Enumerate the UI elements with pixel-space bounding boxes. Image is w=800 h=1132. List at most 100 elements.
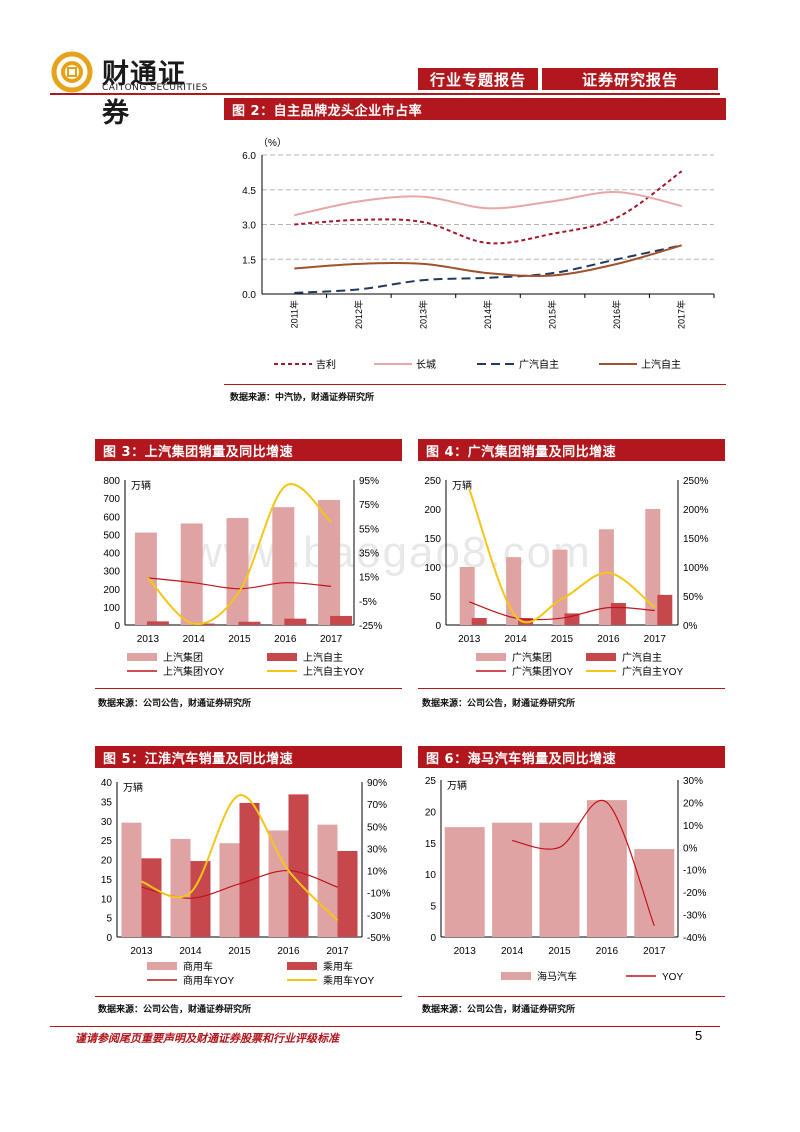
fig4-legend-label: 广汽自主 bbox=[622, 651, 662, 664]
fig5-legend-label: 乘用车YOY bbox=[323, 974, 374, 987]
fig5-bar bbox=[337, 850, 358, 937]
fig4-yoy-line bbox=[469, 601, 655, 621]
header-rule bbox=[50, 93, 720, 95]
fig3-y-tick: 500 bbox=[103, 530, 120, 541]
caitong-logo-icon bbox=[51, 51, 93, 93]
fig5-legend-swatch bbox=[287, 962, 317, 970]
fig4-bar bbox=[598, 529, 614, 625]
fig6-y-tick: 20 bbox=[425, 807, 437, 818]
fig6-x-tick: 2015 bbox=[548, 946, 571, 957]
fig3-bar bbox=[134, 532, 157, 625]
fig4-y2-tick: 50% bbox=[683, 592, 703, 603]
fig2-x-tick: 2012年 bbox=[353, 300, 364, 329]
fig5-bar bbox=[288, 794, 309, 937]
fig6-chart: 252015105030%20%10%0%-10%-20%-30%-40%万辆2… bbox=[425, 776, 707, 983]
fig4-bar bbox=[552, 549, 568, 625]
fig6-legend-swatch bbox=[501, 972, 531, 980]
fig3-y2-tick: 75% bbox=[359, 500, 379, 511]
fig6-x-tick: 2016 bbox=[596, 946, 619, 957]
fig3-bar bbox=[330, 615, 353, 625]
fig6-bar bbox=[586, 800, 627, 937]
fig3-legend-label: 上汽自主 bbox=[303, 651, 343, 664]
fig5-rule bbox=[95, 996, 402, 997]
fig6-y2-tick: 30% bbox=[683, 776, 703, 787]
fig3-y-tick: 300 bbox=[103, 567, 120, 578]
fig3-legend-label: 上汽集团YOY bbox=[163, 665, 224, 678]
fig5-x-tick: 2016 bbox=[277, 946, 300, 957]
fig2-series-line bbox=[294, 244, 682, 294]
fig5-bar bbox=[219, 843, 240, 937]
fig6-unit-label: 万辆 bbox=[447, 779, 467, 792]
fig6-y-tick: 5 bbox=[430, 902, 436, 913]
fig3-y-tick: 700 bbox=[103, 494, 120, 505]
fig6-source: 数据来源：公司公告，财通证券研究所 bbox=[422, 1005, 576, 1015]
fig5-unit-label: 万辆 bbox=[123, 781, 143, 794]
fig6-y-tick: 0 bbox=[430, 933, 436, 944]
fig4-x-tick: 2015 bbox=[551, 634, 574, 645]
fig3-y2-tick: 35% bbox=[359, 549, 379, 560]
fig5-y2-tick: -30% bbox=[367, 911, 390, 922]
fig6-y2-tick: 20% bbox=[683, 798, 703, 809]
fig4-x-tick: 2016 bbox=[597, 634, 620, 645]
fig6-bar bbox=[539, 822, 580, 937]
fig6-y2-tick: -30% bbox=[683, 911, 706, 922]
fig6-yoy-line bbox=[511, 799, 655, 927]
fig5-y2-tick: 50% bbox=[367, 822, 387, 833]
fig5-x-tick: 2017 bbox=[326, 946, 349, 957]
fig4-y2-tick: 0% bbox=[683, 621, 698, 632]
fig2-legend-label: 上汽自主 bbox=[641, 358, 681, 371]
fig2-x-tick: 2013年 bbox=[417, 300, 428, 329]
fig6-rule bbox=[418, 996, 725, 997]
fig2-x-tick: 2014年 bbox=[482, 300, 493, 329]
company-name-cn: 财通证券 bbox=[102, 59, 186, 129]
fig3-title: 图 3：上汽集团销量及同比增速 bbox=[95, 439, 402, 461]
fig4-bar bbox=[471, 618, 487, 625]
fig5-y-tick: 10 bbox=[101, 894, 113, 905]
fig4-chart: 250 200 150 100 50 0 250% 200% 150% 100% 50% 0% 万辆 20… bbox=[424, 476, 709, 678]
fig2-y-tick: 0.0 bbox=[242, 290, 256, 301]
fig6-x-tick: 2014 bbox=[501, 946, 524, 957]
fig5-source: 数据来源：公司公告，财通证券研究所 bbox=[98, 1005, 252, 1015]
fig4-legend-label: 广汽集团 bbox=[512, 651, 552, 664]
fig2-legend-label: 广汽自主 bbox=[519, 358, 559, 371]
fig5-y-tick: 0 bbox=[106, 933, 112, 944]
fig4-legend-swatch bbox=[476, 653, 506, 661]
fig5-legend-label: 乘用车 bbox=[323, 960, 353, 973]
fig4-x-tick: 2014 bbox=[504, 634, 527, 645]
fig3-bar bbox=[180, 523, 203, 625]
fig5-y-tick: 30 bbox=[101, 817, 113, 828]
fig3-x-tick: 2013 bbox=[137, 634, 160, 645]
tab-industry-report: 行业专题报告 bbox=[418, 68, 538, 90]
footer-disclaimer: 谨请参阅尾页重要声明及财通证券股票和行业评级标准 bbox=[75, 1032, 339, 1045]
fig3-yoy-line bbox=[147, 577, 332, 590]
fig3-legend-swatch bbox=[127, 653, 157, 661]
fig3-bar bbox=[226, 518, 249, 625]
fig2-title: 图 2：自主品牌龙头企业市占率 bbox=[224, 98, 726, 120]
fig6-y2-tick: 10% bbox=[683, 821, 703, 832]
fig3-y-tick: 600 bbox=[103, 512, 120, 523]
fig5-bar bbox=[190, 861, 211, 937]
fig3-x-tick: 2015 bbox=[228, 634, 251, 645]
fig6-y-tick: 25 bbox=[425, 776, 437, 787]
fig3-y-tick: 200 bbox=[103, 585, 120, 596]
fig4-bar bbox=[610, 602, 626, 625]
fig6-bar bbox=[492, 822, 533, 937]
fig4-title: 图 4：广汽集团销量及同比增速 bbox=[418, 439, 725, 461]
fig5-y2-tick: 70% bbox=[367, 800, 387, 811]
fig2-source: 数据来源：中汽协，财通证券研究所 bbox=[230, 393, 375, 403]
fig6-title: 图 6：海马汽车销量及同比增速 bbox=[418, 746, 725, 768]
fig4-bar bbox=[564, 613, 580, 625]
fig5-y2-tick: -10% bbox=[367, 889, 390, 900]
fig6-y2-tick: 0% bbox=[683, 843, 698, 854]
fig6-bar bbox=[634, 849, 675, 937]
fig5-chart: 403530252015105090%70%50%30%10%-10%-30%-… bbox=[101, 778, 391, 987]
fig5-bar bbox=[141, 858, 162, 937]
fig5-y-tick: 35 bbox=[101, 797, 113, 808]
fig5-x-tick: 2013 bbox=[130, 946, 153, 957]
fig3-legend-swatch bbox=[267, 653, 297, 661]
fig4-y2-tick: 100% bbox=[683, 563, 709, 574]
fig6-legend-label: YOY bbox=[662, 972, 683, 983]
fig5-title: 图 5：江淮汽车销量及同比增速 bbox=[95, 746, 402, 768]
fig5-bar bbox=[121, 822, 142, 937]
fig2-series-line bbox=[294, 244, 682, 278]
